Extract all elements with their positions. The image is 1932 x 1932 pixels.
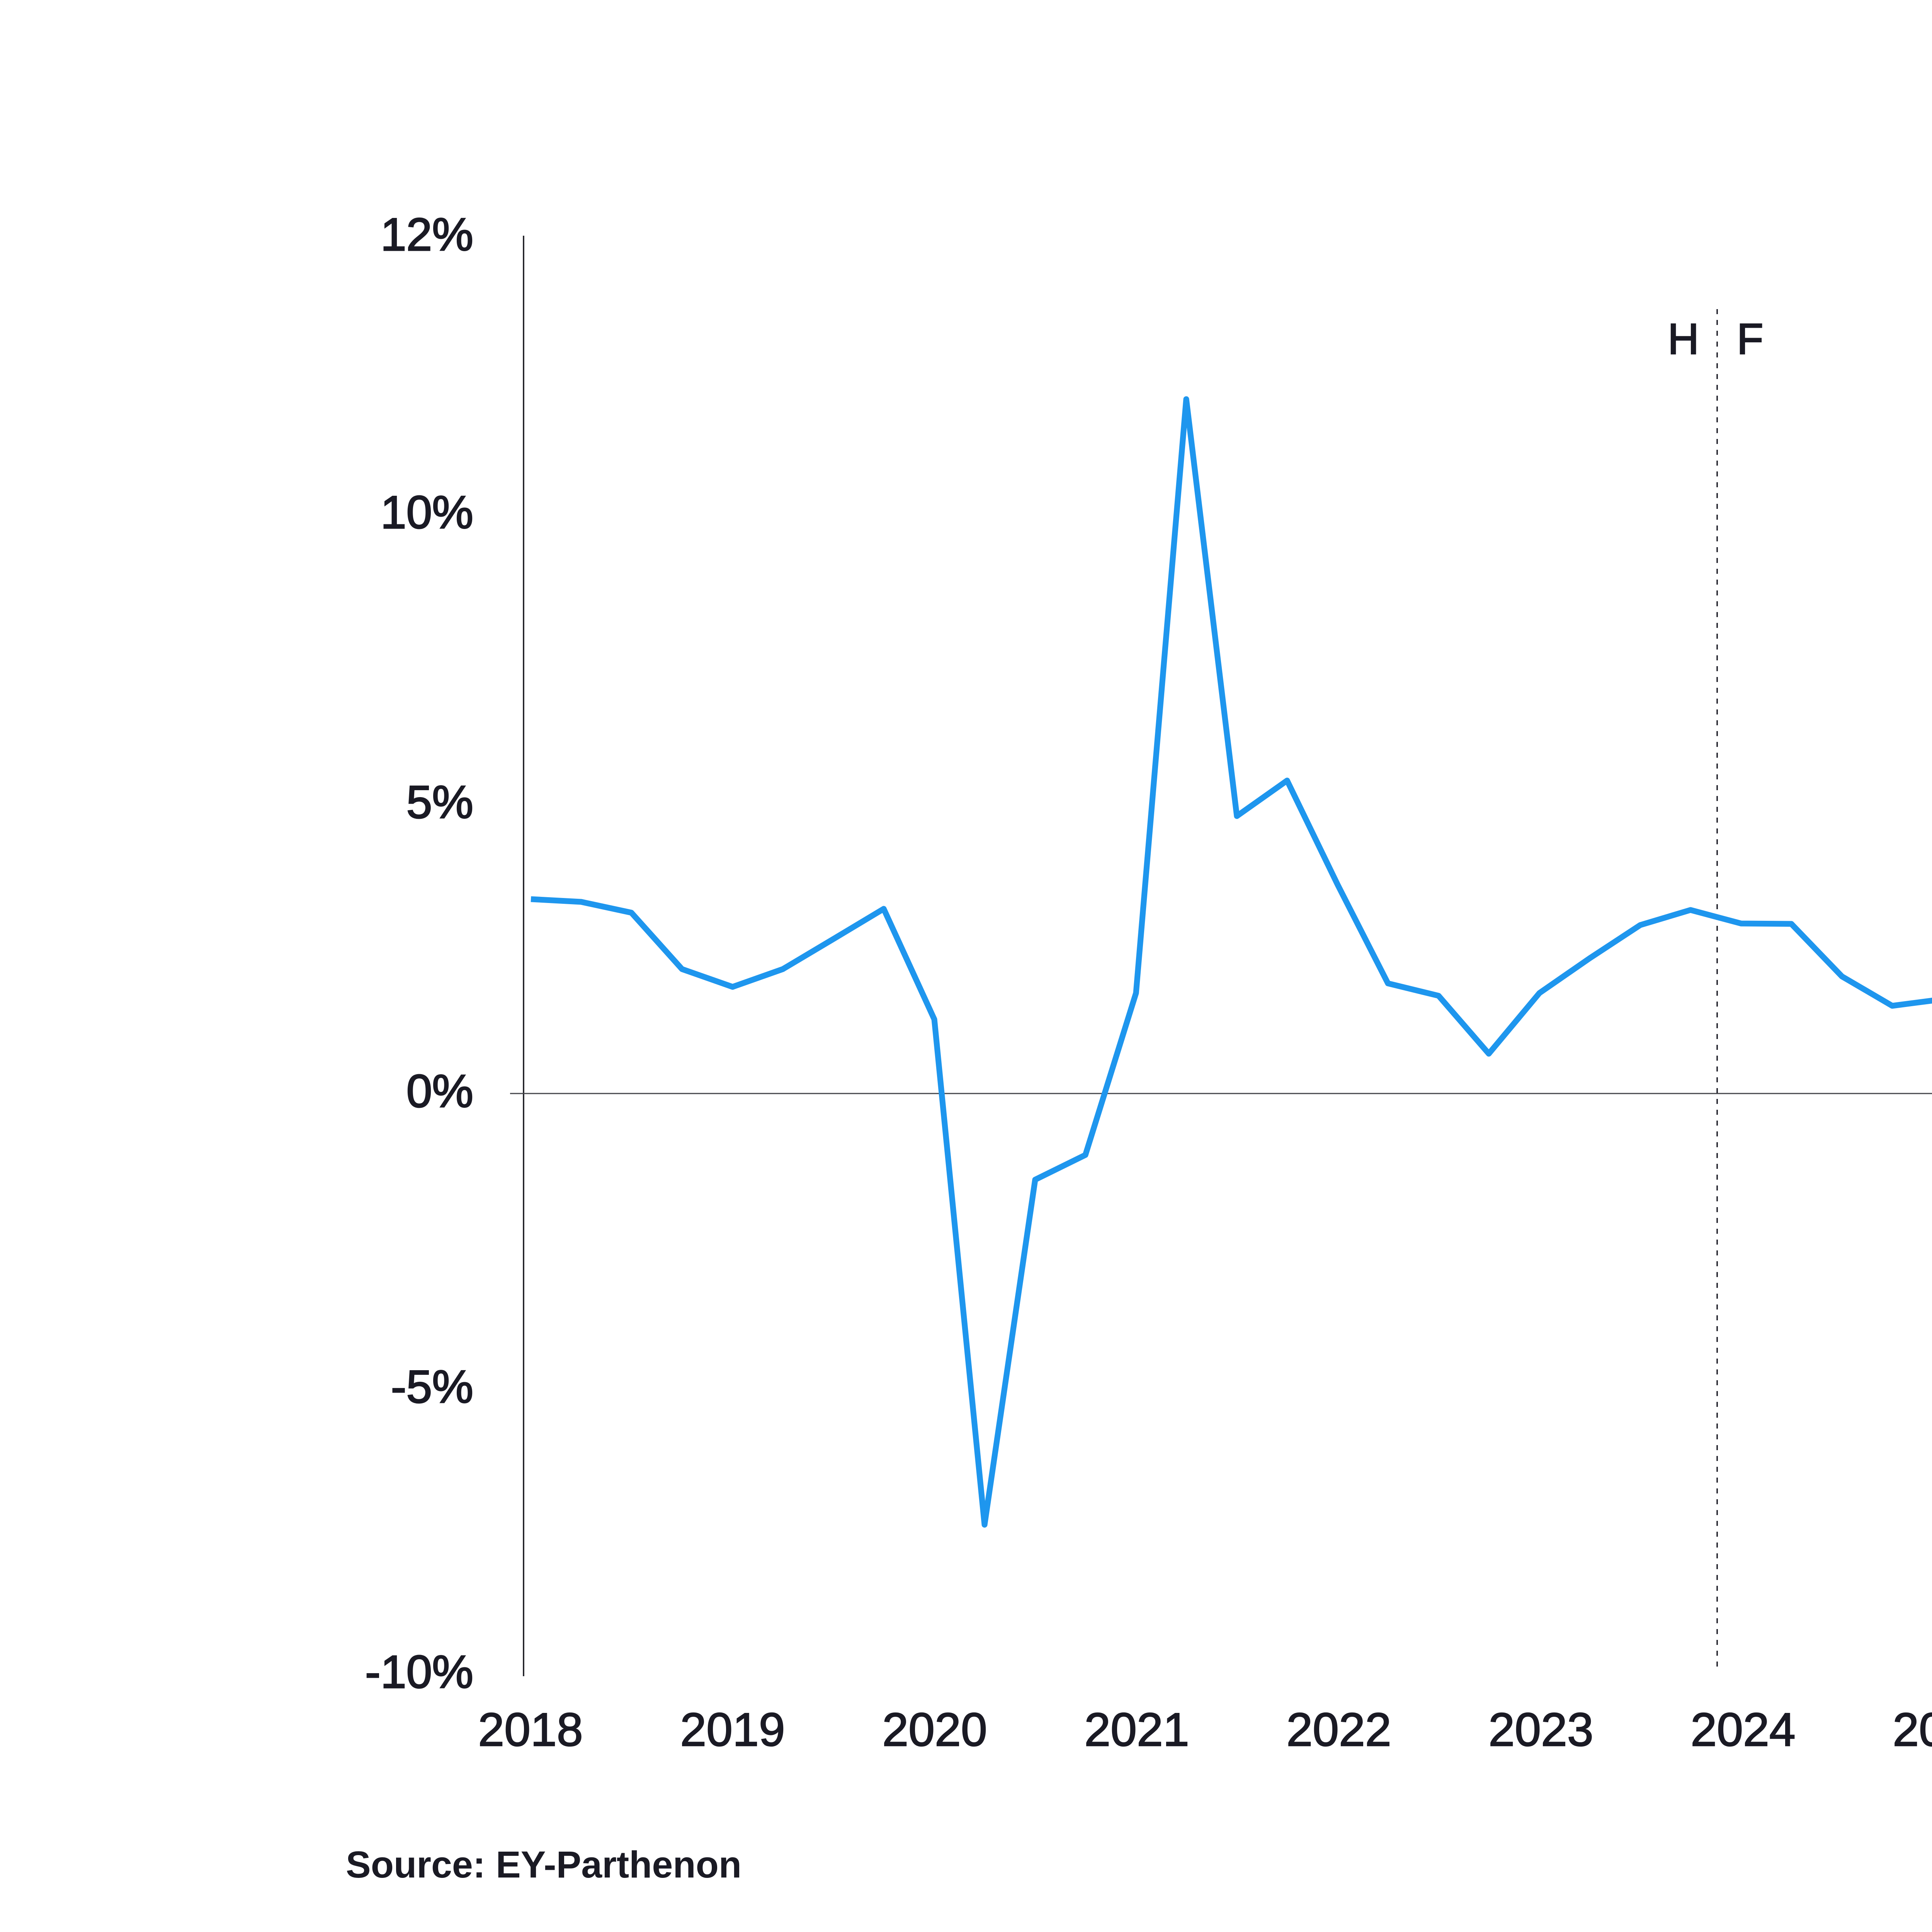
svg-text:2023: 2023 [1488,1703,1593,1756]
svg-text:2025: 2025 [1893,1703,1932,1756]
svg-text:2021: 2021 [1084,1703,1189,1756]
svg-text:10%: 10% [381,486,473,538]
svg-text:2022: 2022 [1286,1703,1391,1756]
svg-text:0%: 0% [406,1065,473,1117]
svg-text:5%: 5% [406,776,473,828]
svg-text:Source: EY-Parthenon: Source: EY-Parthenon [346,1844,742,1886]
svg-text:F: F [1737,315,1763,363]
svg-text:2018: 2018 [478,1703,583,1756]
svg-text:2020: 2020 [882,1703,987,1756]
svg-text:-5%: -5% [391,1361,473,1413]
svg-text:2019: 2019 [680,1703,785,1756]
svg-text:H: H [1668,315,1699,363]
svg-text:2024: 2024 [1690,1703,1795,1756]
svg-text:-10%: -10% [365,1646,473,1698]
svg-text:12%: 12% [381,209,473,260]
